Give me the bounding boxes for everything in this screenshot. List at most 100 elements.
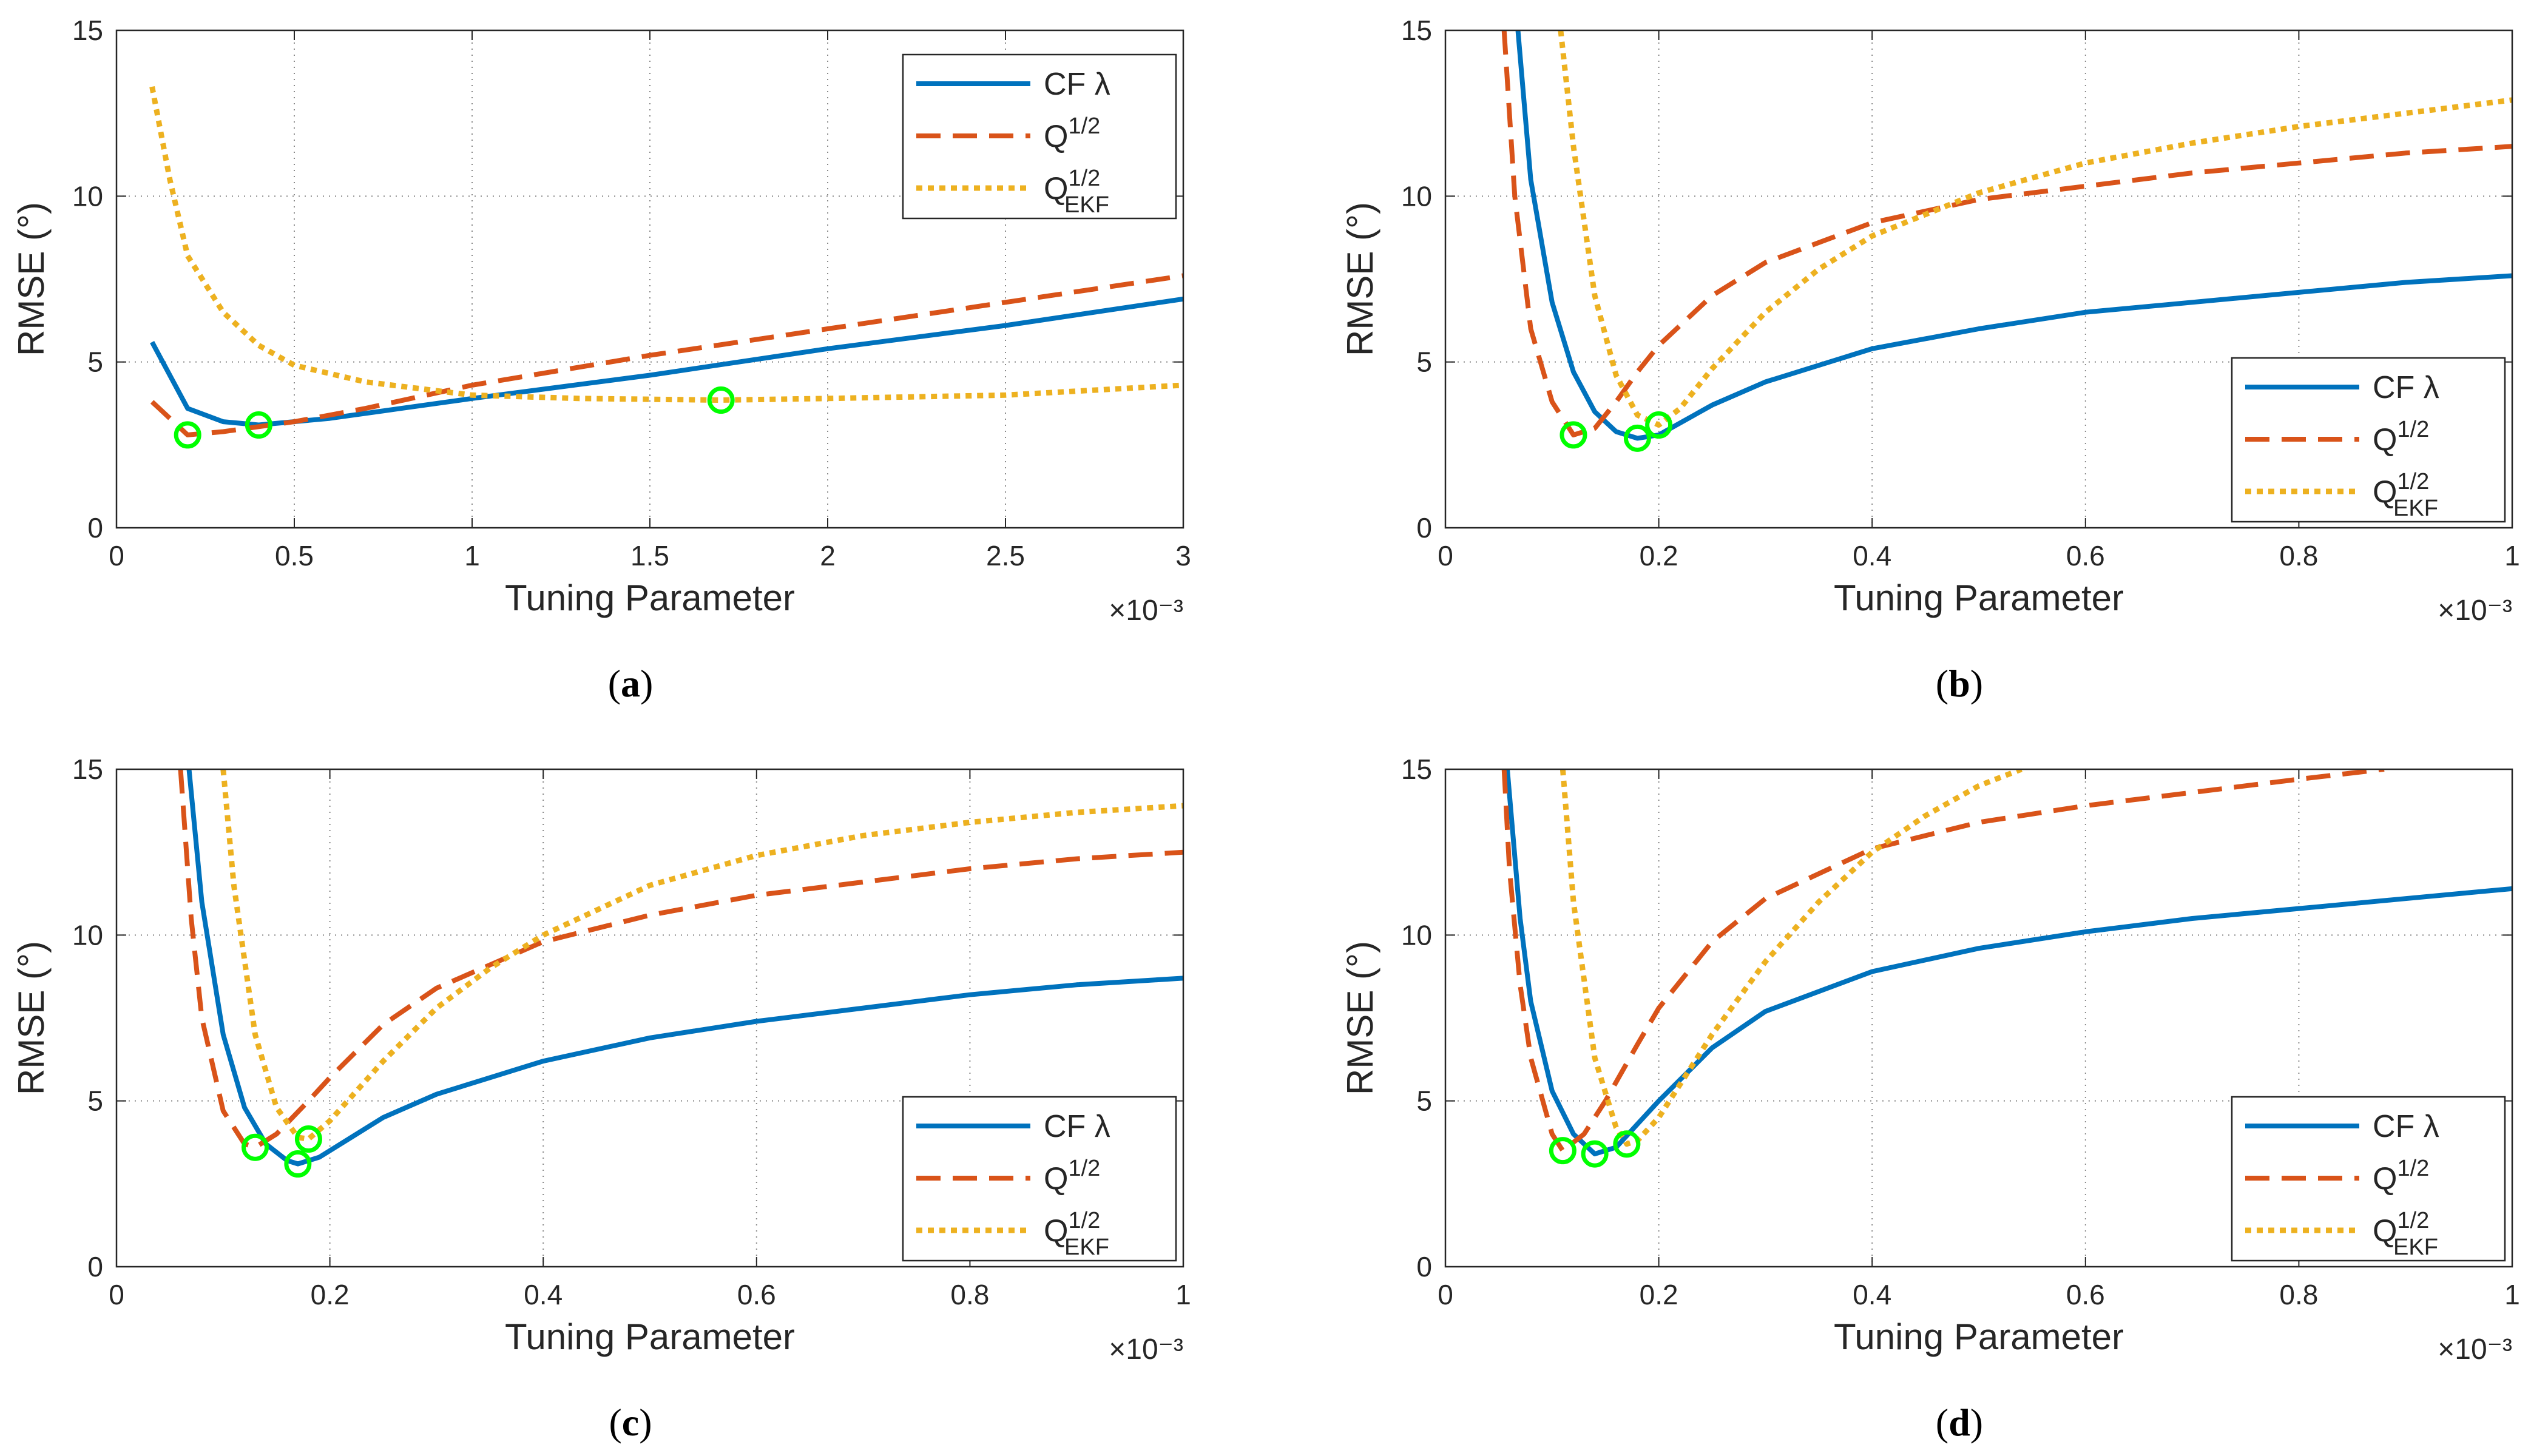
y-axis-title: RMSE (°): [1340, 202, 1380, 356]
legend-label-1: Q1/2: [1044, 113, 1100, 154]
y-tick-label: 0: [87, 1251, 103, 1282]
optimum-marker: [284, 1150, 312, 1178]
x-tick-label: 0.6: [737, 1279, 776, 1310]
series-line-2: [149, 86, 1183, 403]
x-axis-title: Tuning Parameter: [1834, 1316, 2124, 1357]
optimum-marker: [1549, 1137, 1576, 1165]
legend-box: [2231, 1096, 2506, 1262]
x-tick-label: 0.2: [1640, 1279, 1678, 1310]
series-line-2: [220, 769, 1183, 1142]
series-line-0: [1515, 30, 2512, 441]
x-exponent-label: ×10⁻³: [2438, 595, 2512, 627]
panel-caption: (d): [1936, 1401, 1983, 1444]
axes-box: [115, 768, 1184, 1268]
series-group: [1501, 769, 2512, 1157]
optimum-marker: [707, 386, 735, 414]
legend-label-1: Q1/2: [2373, 417, 2429, 457]
panel-caption: (c): [609, 1401, 652, 1444]
y-tick-label: 15: [1401, 753, 1432, 785]
y-tick-label: 15: [72, 753, 103, 785]
x-axis-title: Tuning Parameter: [505, 578, 795, 618]
legend-label-1: Q1/2: [1044, 1156, 1100, 1196]
panel-caption-letter: d: [1948, 1401, 1970, 1444]
x-axis-title: Tuning Parameter: [1834, 578, 2124, 618]
legend: CF λ Q1/2 Q1/2 EKF: [902, 53, 1177, 220]
axes-box: [1444, 768, 2513, 1268]
panel-caption-letter: a: [621, 662, 640, 705]
series-group: [178, 769, 1183, 1167]
series-group: [149, 86, 1183, 437]
optimum-marker: [1559, 421, 1587, 449]
y-tick-label: 0: [1416, 1251, 1432, 1282]
x-tick-label: 2.5: [986, 540, 1025, 571]
y-tick-label: 15: [1401, 15, 1432, 46]
optimum-marker: [242, 1133, 269, 1161]
x-tick-label: 1: [1175, 1279, 1191, 1310]
series-line-0: [150, 296, 1183, 428]
legend-label-0: CF λ: [1044, 67, 1110, 102]
x-tick-label: 0.5: [275, 540, 314, 571]
x-tick-label: 0.8: [2279, 1279, 2318, 1310]
y-tick-label: 5: [1416, 346, 1432, 378]
legend-box: [2231, 357, 2506, 523]
legend-label-0: CF λ: [2373, 1109, 2439, 1144]
legend-label-2: Q1/2 EKF: [2373, 469, 2438, 521]
optimum-marker: [1645, 411, 1673, 439]
x-tick-label: 0: [1438, 540, 1453, 571]
y-tick-label: 10: [72, 180, 103, 212]
x-tick-label: 0.8: [950, 1279, 989, 1310]
x-tick-label: 0.4: [1853, 1279, 1891, 1310]
y-tick-label: 10: [1401, 180, 1432, 212]
x-tick-label: 1.5: [630, 540, 669, 571]
y-tick-label: 0: [1416, 512, 1432, 544]
x-tick-label: 3: [1175, 540, 1191, 571]
legend-label-0: CF λ: [2373, 370, 2439, 405]
optimum-marker: [1623, 424, 1651, 452]
series-line-2: [1559, 769, 2022, 1147]
x-tick-label: 0.6: [2066, 540, 2105, 571]
legend-label-0: CF λ: [1044, 1109, 1110, 1144]
axes-box: [1444, 29, 2513, 529]
x-tick-label: 0: [1438, 1279, 1453, 1310]
y-tick-label: 15: [72, 15, 103, 46]
x-tick-label: 0.4: [524, 1279, 563, 1310]
y-tick-label: 5: [87, 1085, 103, 1117]
legend-label-1: Q1/2: [2373, 1156, 2429, 1196]
y-tick-label: 0: [87, 512, 103, 544]
x-tick-label: 1: [2504, 540, 2520, 571]
series-line-2: [1558, 30, 2512, 428]
legend-box: [902, 53, 1177, 220]
series-group: [1501, 30, 2512, 441]
y-tick-label: 10: [1401, 919, 1432, 951]
series-line-1: [150, 273, 1183, 437]
x-tick-label: 1: [2504, 1279, 2520, 1310]
optimum-marker: [294, 1125, 322, 1153]
x-axis-title: Tuning Parameter: [505, 1316, 795, 1357]
y-tick-label: 10: [72, 919, 103, 951]
panel-caption: (a): [608, 662, 654, 705]
x-tick-label: 0: [109, 540, 124, 571]
optimum-marker: [174, 421, 201, 449]
y-axis-title: RMSE (°): [11, 202, 52, 356]
axes-box: [115, 29, 1184, 529]
optimum-marker: [1613, 1130, 1641, 1158]
optimum-marker: [245, 411, 272, 439]
x-exponent-label: ×10⁻³: [1109, 1333, 1183, 1366]
x-exponent-label: ×10⁻³: [1109, 595, 1183, 627]
legend-label-2: Q1/2 EKF: [1044, 1208, 1109, 1260]
series-line-1: [1501, 769, 2385, 1153]
x-tick-label: 0.6: [2066, 1279, 2105, 1310]
panel-caption: (b): [1936, 662, 1983, 705]
legend-label-2: Q1/2 EKF: [1044, 166, 1109, 218]
series-line-1: [1501, 30, 2512, 437]
x-tick-label: 0.4: [1853, 540, 1891, 571]
legend: CF λ Q1/2 Q1/2 EKF: [902, 1096, 1177, 1262]
y-tick-label: 5: [1416, 1085, 1432, 1117]
panel-caption-letter: c: [622, 1401, 639, 1444]
x-tick-label: 2: [820, 540, 836, 571]
legend: CF λ Q1/2 Q1/2 EKF: [2231, 1096, 2506, 1262]
